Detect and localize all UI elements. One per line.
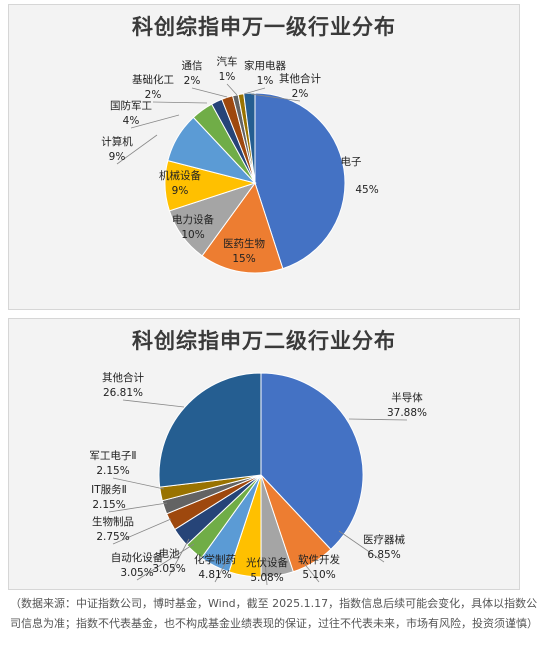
pie-slices	[164, 92, 346, 274]
slice-value-label: 5.08%	[250, 572, 283, 584]
pie-svg-level2: 半导体 37.88% 医疗器械 6.85% 软件开发 5.10% 光伏设备 5.08% 化学制药…	[89, 371, 427, 586]
slice-name-label: 化学制药	[194, 553, 236, 566]
slice-value-label: 2.75%	[96, 531, 129, 543]
slice-value-label: 2%	[292, 88, 309, 100]
slice-name-label: 医疗器械	[363, 533, 405, 546]
slice-value-label: 2%	[184, 75, 201, 87]
slice-value-label: 2.15%	[92, 499, 125, 511]
pie-slices	[158, 372, 364, 578]
slice-value-label: 6.85%	[367, 549, 400, 561]
slice-name-label: 其他合计	[279, 72, 321, 85]
slice-name-label: 电池	[159, 547, 180, 560]
slice-value-label: 3.05%	[120, 567, 153, 579]
slice-name-label: 基础化工	[132, 73, 174, 86]
leader-line	[152, 101, 208, 104]
leader-line	[298, 556, 320, 583]
slice-value-label: 45%	[355, 184, 378, 196]
slice-value-label: 4%	[123, 115, 140, 127]
leader-line	[136, 543, 195, 581]
slice-name-label: 计算机	[101, 135, 133, 148]
pie-slice-11	[243, 92, 256, 184]
slice-value-label: 15%	[232, 253, 255, 265]
slice-name-label: 机械设备	[159, 169, 201, 182]
slice-value-label: 9%	[109, 151, 126, 163]
slice-value-label: 37.88%	[387, 407, 427, 419]
pie-slice-2	[201, 181, 284, 274]
leader-line	[338, 530, 385, 563]
leader-line	[122, 399, 185, 408]
leader-line	[130, 114, 180, 129]
slice-value-label: 4.81%	[198, 569, 231, 581]
slice-name-label: 医药生物	[223, 237, 265, 250]
slice-name-label: IT服务Ⅱ	[91, 483, 127, 496]
leader-line	[112, 477, 165, 490]
source-footnote: （数据来源：中证指数公司，博时基金，Wind，截至 2025.1.17，指数信息…	[10, 597, 538, 630]
leader-line	[214, 556, 230, 583]
slice-name-label: 电子	[341, 155, 362, 168]
leader-line	[264, 560, 268, 586]
slice-name-label: 其他合计	[102, 371, 144, 384]
leader-line	[243, 87, 266, 95]
leader-line	[108, 502, 168, 513]
pie-slice-1	[260, 372, 364, 551]
slice-value-label: 10%	[181, 229, 204, 241]
slice-value-label: 1%	[257, 75, 274, 87]
slice-name-label: 软件开发	[298, 553, 340, 566]
slice-value-label: 5.10%	[302, 569, 335, 581]
slice-name-label: 汽车	[217, 55, 238, 68]
pie-slice-11	[158, 372, 262, 488]
slice-name-label: 家用电器	[244, 59, 286, 72]
leader-line	[112, 518, 172, 545]
slice-value-label: 2.15%	[96, 465, 129, 477]
slice-name-label: 自动化设备	[111, 551, 164, 564]
leader-line	[168, 538, 190, 577]
slice-name-label: 军工电子Ⅱ	[89, 449, 136, 462]
pie-svg-level1: 电子 45% 医药生物 15% 电力设备 10% 机械设备 9% 计算机 9% 国防军工 4% 基础化工…	[101, 55, 379, 274]
slice-name-label: 电力设备	[172, 213, 214, 226]
slice-name-label: 光伏设备	[246, 556, 288, 569]
leader-line	[191, 87, 228, 98]
slice-name-label: 通信	[182, 60, 203, 72]
slice-value-label: 26.81%	[103, 387, 143, 399]
slice-name-label: 半导体	[391, 391, 423, 404]
leader-line	[226, 83, 238, 96]
pie-chart-level1: 科创综指申万一级行业分布 电子 45% 医药生物 15% 电力设备 10% 机械设备 9% 计算…	[8, 4, 520, 310]
slice-value-label: 3.05%	[152, 563, 185, 575]
slice-value-label: 9%	[172, 185, 189, 197]
slice-value-label: 1%	[219, 71, 236, 83]
leader-line	[116, 134, 158, 165]
slice-name-label: 生物制品	[92, 515, 134, 528]
chart-title: 科创综指申万二级行业分布	[132, 329, 396, 353]
chart-title: 科创综指申万一级行业分布	[132, 15, 396, 39]
leader-line	[348, 418, 408, 421]
slice-name-label: 国防军工	[110, 99, 152, 112]
pie-chart-level2: 科创综指申万二级行业分布 半导体 37.88% 医疗器械 6.85% 软件开发 5.10%…	[8, 318, 520, 590]
slice-value-label: 2%	[145, 89, 162, 101]
leader-line	[250, 93, 301, 102]
